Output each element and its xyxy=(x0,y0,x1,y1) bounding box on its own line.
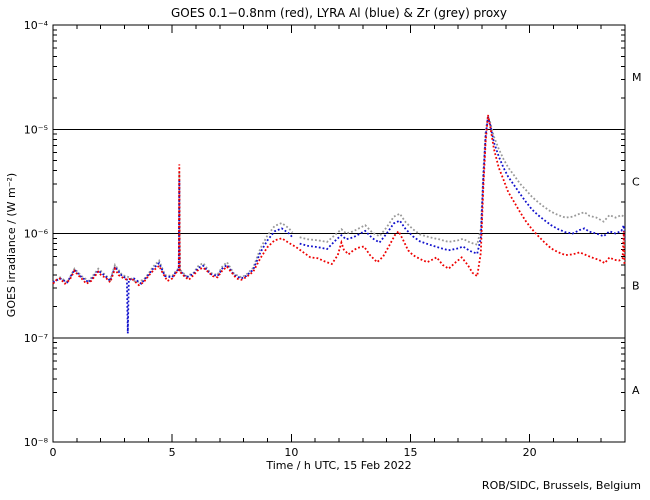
y-tick-label: 10⁻⁸ xyxy=(24,436,49,449)
chart-title: GOES 0.1−0.8nm (red), LYRA Al (blue) & Z… xyxy=(171,6,507,20)
flare-class-label: C xyxy=(632,175,640,188)
x-axis-label: Time / h UTC, 15 Feb 2022 xyxy=(265,459,411,472)
series-goes-xray xyxy=(52,114,626,287)
y-tick-label: 10⁻⁵ xyxy=(24,123,48,136)
series-al-proxy xyxy=(52,116,626,334)
x-tick-label: 5 xyxy=(169,446,176,459)
y-tick-label: 10⁻⁷ xyxy=(24,332,48,345)
flare-class-label: M xyxy=(632,71,642,84)
axes-and-ticks xyxy=(52,24,626,443)
y-axis-label: GOES irradiance / (W m⁻²) xyxy=(5,173,18,317)
data-series-curves xyxy=(52,114,626,334)
x-tick-label: 10 xyxy=(284,446,298,459)
x-tick-label: 20 xyxy=(523,446,537,459)
flare-class-label: A xyxy=(632,384,640,397)
tick-labels: 10⁻⁴ 10⁻⁵ 10⁻⁶ 10⁻⁷ 10⁻⁸0 5 10 15 20 M C B A xyxy=(24,19,642,459)
x-tick-label: 0 xyxy=(50,446,57,459)
x-tick-label: 15 xyxy=(404,446,418,459)
flare-class-label: B xyxy=(632,280,640,293)
y-tick-label: 10⁻⁴ xyxy=(24,19,49,32)
y-tick-label: 10⁻⁶ xyxy=(24,228,49,241)
credit-text: ROB/SIDC, Brussels, Belgium xyxy=(482,479,641,492)
series-zr-proxy xyxy=(52,116,625,284)
